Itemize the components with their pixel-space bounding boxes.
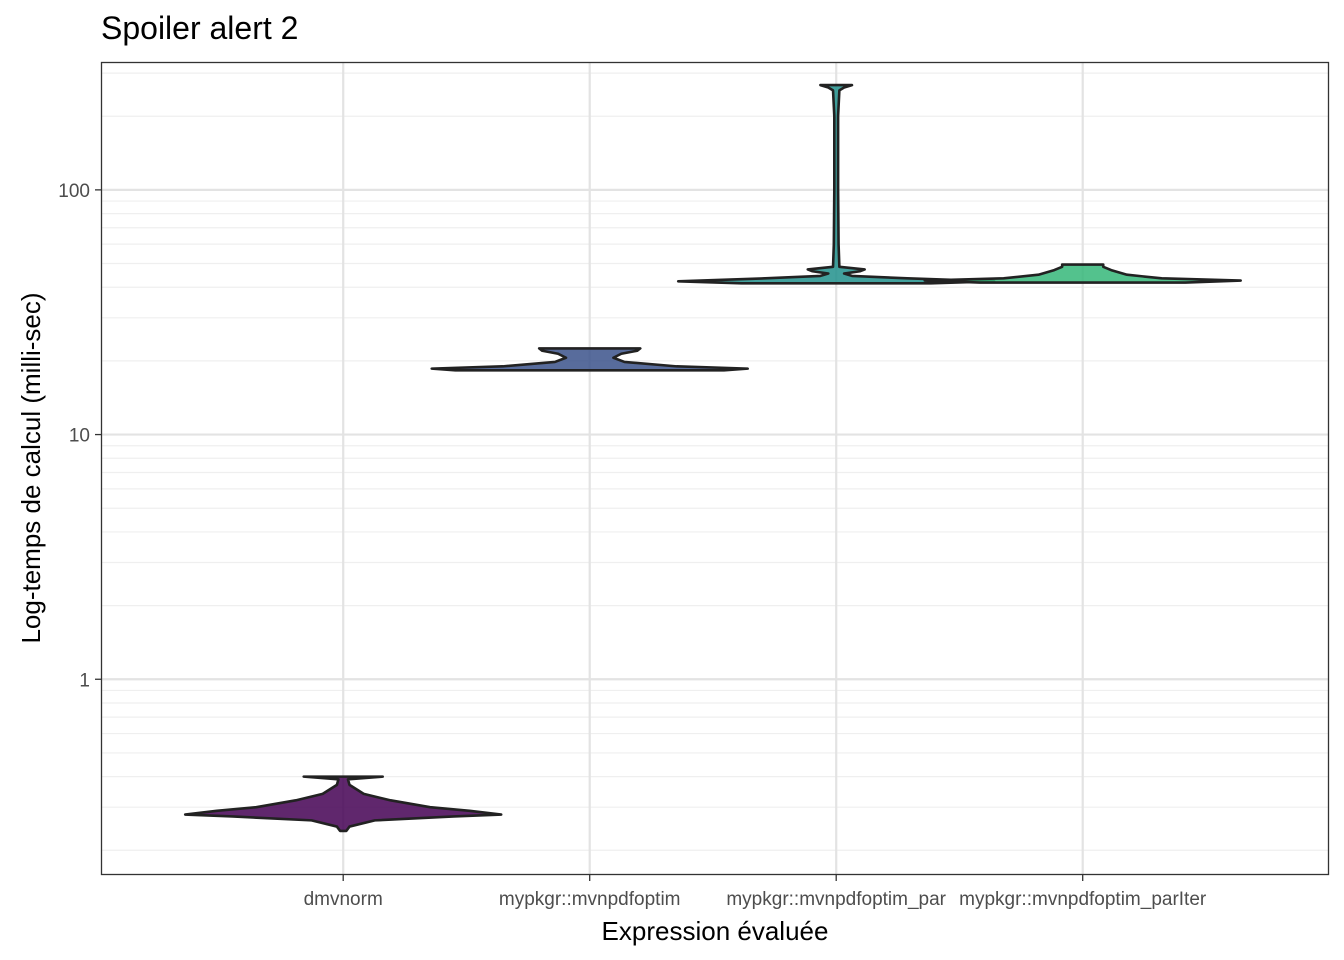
violin-mypkgr-mvnpdfoptim [430,347,749,372]
violin-mypkgr-mvnpdfoptim-pariter [923,263,1242,284]
violins [183,83,1242,833]
panel-border [100,61,1330,876]
y-tick-label: 1 [79,670,90,691]
x-tick-label: mypkgr::mvnpdfoptim [499,889,681,910]
x-tick-label: dmvnorm [304,889,383,910]
violin-dmvnorm [183,775,503,833]
x-tick-label: mypkgr::mvnpdfoptim_par [726,889,946,910]
y-tick-label: 10 [69,426,90,447]
violin-mypkgr-mvnpdfoptim-par [676,83,996,285]
y-axis-title: Log-temps de calcul (milli-sec) [16,292,46,643]
x-axis-title: Expression évaluée [602,916,829,946]
x-tick-label: mypkgr::mvnpdfoptim_parIter [959,889,1207,910]
y-tick-label: 100 [58,181,90,202]
chart-title: Spoiler alert 2 [101,10,298,46]
